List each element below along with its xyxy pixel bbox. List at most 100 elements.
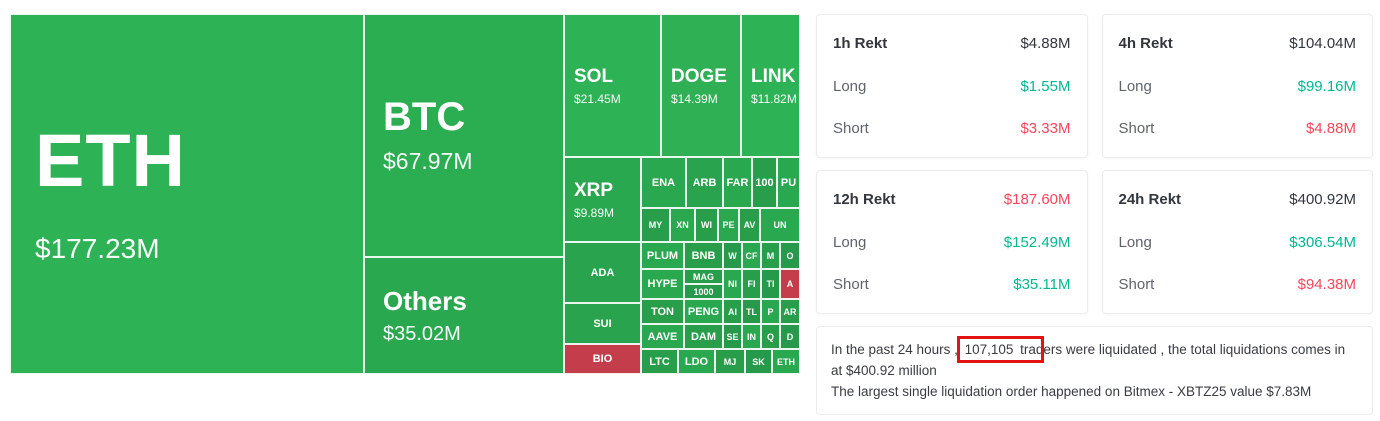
tile-symbol: UN bbox=[773, 220, 787, 230]
summary-line-2: The largest single liquidation order hap… bbox=[831, 384, 1312, 399]
tile-symbol: IN bbox=[747, 331, 756, 342]
treemap-tile-o-24[interactable]: O bbox=[780, 242, 800, 269]
rekt-card-24h: 24h Rekt $400.92M Long $306.54M Short $9… bbox=[1101, 170, 1373, 314]
treemap-tile-ltc-46[interactable]: LTC bbox=[641, 349, 678, 374]
treemap-tile-100-10[interactable]: 100 bbox=[752, 157, 777, 208]
card-total: $4.88M bbox=[1020, 35, 1071, 52]
treemap-tile-1000-27[interactable]: 1000 bbox=[684, 284, 723, 299]
treemap-tile-sol-3[interactable]: SOL $21.45M bbox=[564, 14, 661, 157]
treemap-tile-doge-4[interactable]: DOGE $14.39M bbox=[661, 14, 741, 157]
card-title: 4h Rekt bbox=[1118, 35, 1173, 52]
treemap-tile-wi-14[interactable]: WI bbox=[695, 208, 718, 242]
treemap-tile-eth-0[interactable]: ETH $177.23M bbox=[10, 14, 364, 374]
long-value: $152.49M bbox=[1003, 233, 1071, 251]
liquidation-summary: In the past 24 hours , 107,105 traders w… bbox=[816, 326, 1373, 415]
short-value: $4.88M bbox=[1305, 120, 1356, 137]
tile-symbol: MAG bbox=[693, 271, 714, 282]
treemap-tile-eth-50[interactable]: ETH bbox=[772, 349, 800, 374]
tile-value: $67.97M bbox=[383, 148, 473, 174]
tile-symbol: AAVE bbox=[647, 330, 678, 343]
treemap-tile-ai-35[interactable]: AI bbox=[723, 299, 742, 324]
tile-symbol: Others bbox=[383, 285, 467, 316]
card-total: $400.92M bbox=[1289, 191, 1356, 208]
tile-symbol: Q bbox=[766, 331, 774, 342]
tile-symbol: 100 bbox=[755, 176, 774, 189]
treemap-tile-aave-39[interactable]: AAVE bbox=[641, 324, 684, 349]
treemap-tile-ena-7[interactable]: ENA bbox=[641, 157, 686, 208]
annotation-highlight-box: 107,105 bbox=[956, 336, 1045, 363]
treemap-tile-cf-22[interactable]: CF bbox=[742, 242, 761, 269]
tile-symbol: TON bbox=[650, 305, 675, 318]
long-label: Long bbox=[833, 233, 867, 251]
treemap-tile-my-12[interactable]: MY bbox=[641, 208, 670, 242]
treemap-tile-arb-8[interactable]: ARB bbox=[686, 157, 723, 208]
short-value: $94.38M bbox=[1297, 276, 1356, 293]
tile-symbol: MJ bbox=[723, 356, 737, 367]
tile-symbol: BTC bbox=[383, 95, 466, 139]
long-value: $306.54M bbox=[1289, 233, 1356, 251]
tile-symbol: LDO bbox=[684, 355, 709, 368]
tile-symbol: DAM bbox=[690, 330, 717, 343]
treemap-tile-q-43[interactable]: Q bbox=[761, 324, 780, 349]
treemap-tile-p-37[interactable]: P bbox=[761, 299, 780, 324]
tile-symbol: PLUM bbox=[646, 249, 679, 262]
treemap-tile-tl-36[interactable]: TL bbox=[742, 299, 761, 324]
treemap-tile-sui-32[interactable]: SUI bbox=[564, 303, 641, 344]
treemap-tile-mj-48[interactable]: MJ bbox=[715, 349, 745, 374]
treemap-tile-ada-18[interactable]: ADA bbox=[564, 242, 641, 303]
treemap-tile-se-41[interactable]: SE bbox=[723, 324, 742, 349]
stats-panel: 1h Rekt $4.88M Long $1.55M Short $3.33M … bbox=[816, 14, 1373, 415]
tile-symbol: CF bbox=[745, 250, 758, 261]
treemap-tile-av-16[interactable]: AV bbox=[739, 208, 760, 242]
treemap-tile-btc-1[interactable]: BTC $67.97M bbox=[364, 14, 564, 257]
treemap-tile-d-44[interactable]: D bbox=[780, 324, 800, 349]
treemap-tile-xrp-6[interactable]: XRP $9.89M bbox=[564, 157, 641, 242]
treemap-tile-pe-15[interactable]: PE bbox=[718, 208, 739, 242]
treemap-tile-others-2[interactable]: Others $35.02M bbox=[364, 257, 564, 374]
tile-symbol: SOL bbox=[574, 65, 614, 87]
card-title: 12h Rekt bbox=[833, 191, 896, 208]
treemap-tile-plum-19[interactable]: PLUM bbox=[641, 242, 684, 269]
rekt-cards-grid: 1h Rekt $4.88M Long $1.55M Short $3.33M … bbox=[816, 14, 1373, 314]
tile-symbol: SE bbox=[726, 331, 739, 342]
trader-count: 107,105 bbox=[964, 342, 1014, 357]
treemap-tile-far-9[interactable]: FAR bbox=[723, 157, 752, 208]
tile-symbol: LTC bbox=[649, 355, 670, 368]
summary-line-1: In the past 24 hours , 107,105 traders w… bbox=[831, 336, 1358, 381]
treemap-tile-fi-29[interactable]: FI bbox=[742, 269, 761, 299]
tile-value: $21.45M bbox=[574, 91, 621, 106]
short-label: Short bbox=[1118, 276, 1155, 293]
tile-symbol: PE bbox=[722, 220, 735, 230]
tile-symbol: PU bbox=[780, 176, 797, 189]
treemap-tile-pu-11[interactable]: PU bbox=[777, 157, 800, 208]
treemap-tile-mag-26[interactable]: MAG bbox=[684, 269, 723, 284]
tile-symbol: A bbox=[786, 279, 794, 289]
treemap-tile-un-17[interactable]: UN bbox=[760, 208, 800, 242]
treemap-tile-m-23[interactable]: M bbox=[761, 242, 780, 269]
long-label: Long bbox=[1118, 77, 1152, 95]
tile-symbol: W bbox=[728, 250, 737, 261]
short-label: Short bbox=[833, 276, 869, 293]
treemap-tile-ton-33[interactable]: TON bbox=[641, 299, 684, 324]
treemap-tile-xn-13[interactable]: XN bbox=[670, 208, 695, 242]
treemap-tile-w-21[interactable]: W bbox=[723, 242, 742, 269]
treemap-tile-ldo-47[interactable]: LDO bbox=[678, 349, 715, 374]
treemap-tile-in-42[interactable]: IN bbox=[742, 324, 761, 349]
treemap-tile-ar-38[interactable]: AR bbox=[780, 299, 800, 324]
treemap-tile-link-5[interactable]: LINK $11.82M bbox=[741, 14, 800, 157]
treemap-tile-bio-45[interactable]: BIO bbox=[564, 344, 641, 374]
treemap-tile-ti-30[interactable]: TI bbox=[761, 269, 780, 299]
treemap-tile-bnb-20[interactable]: BNB bbox=[684, 242, 723, 269]
treemap-tile-dam-40[interactable]: DAM bbox=[684, 324, 723, 349]
card-title: 24h Rekt bbox=[1118, 191, 1182, 208]
treemap-tile-sk-49[interactable]: SK bbox=[745, 349, 772, 374]
card-total: $104.04M bbox=[1289, 35, 1356, 52]
treemap-tile-peng-34[interactable]: PENG bbox=[684, 299, 723, 324]
liquidation-heatmap-treemap[interactable]: ETH $177.23M BTC $67.97M Others $35.02M SOL $21… bbox=[10, 14, 800, 374]
rekt-card-4h: 4h Rekt $104.04M Long $99.16M Short $4.8… bbox=[1101, 14, 1373, 158]
tile-symbol: AR bbox=[783, 306, 797, 317]
tile-symbol: XN bbox=[676, 220, 689, 230]
treemap-tile-hype-25[interactable]: HYPE bbox=[641, 269, 684, 299]
treemap-tile-a-31[interactable]: A bbox=[780, 269, 800, 299]
treemap-tile-ni-28[interactable]: NI bbox=[723, 269, 742, 299]
